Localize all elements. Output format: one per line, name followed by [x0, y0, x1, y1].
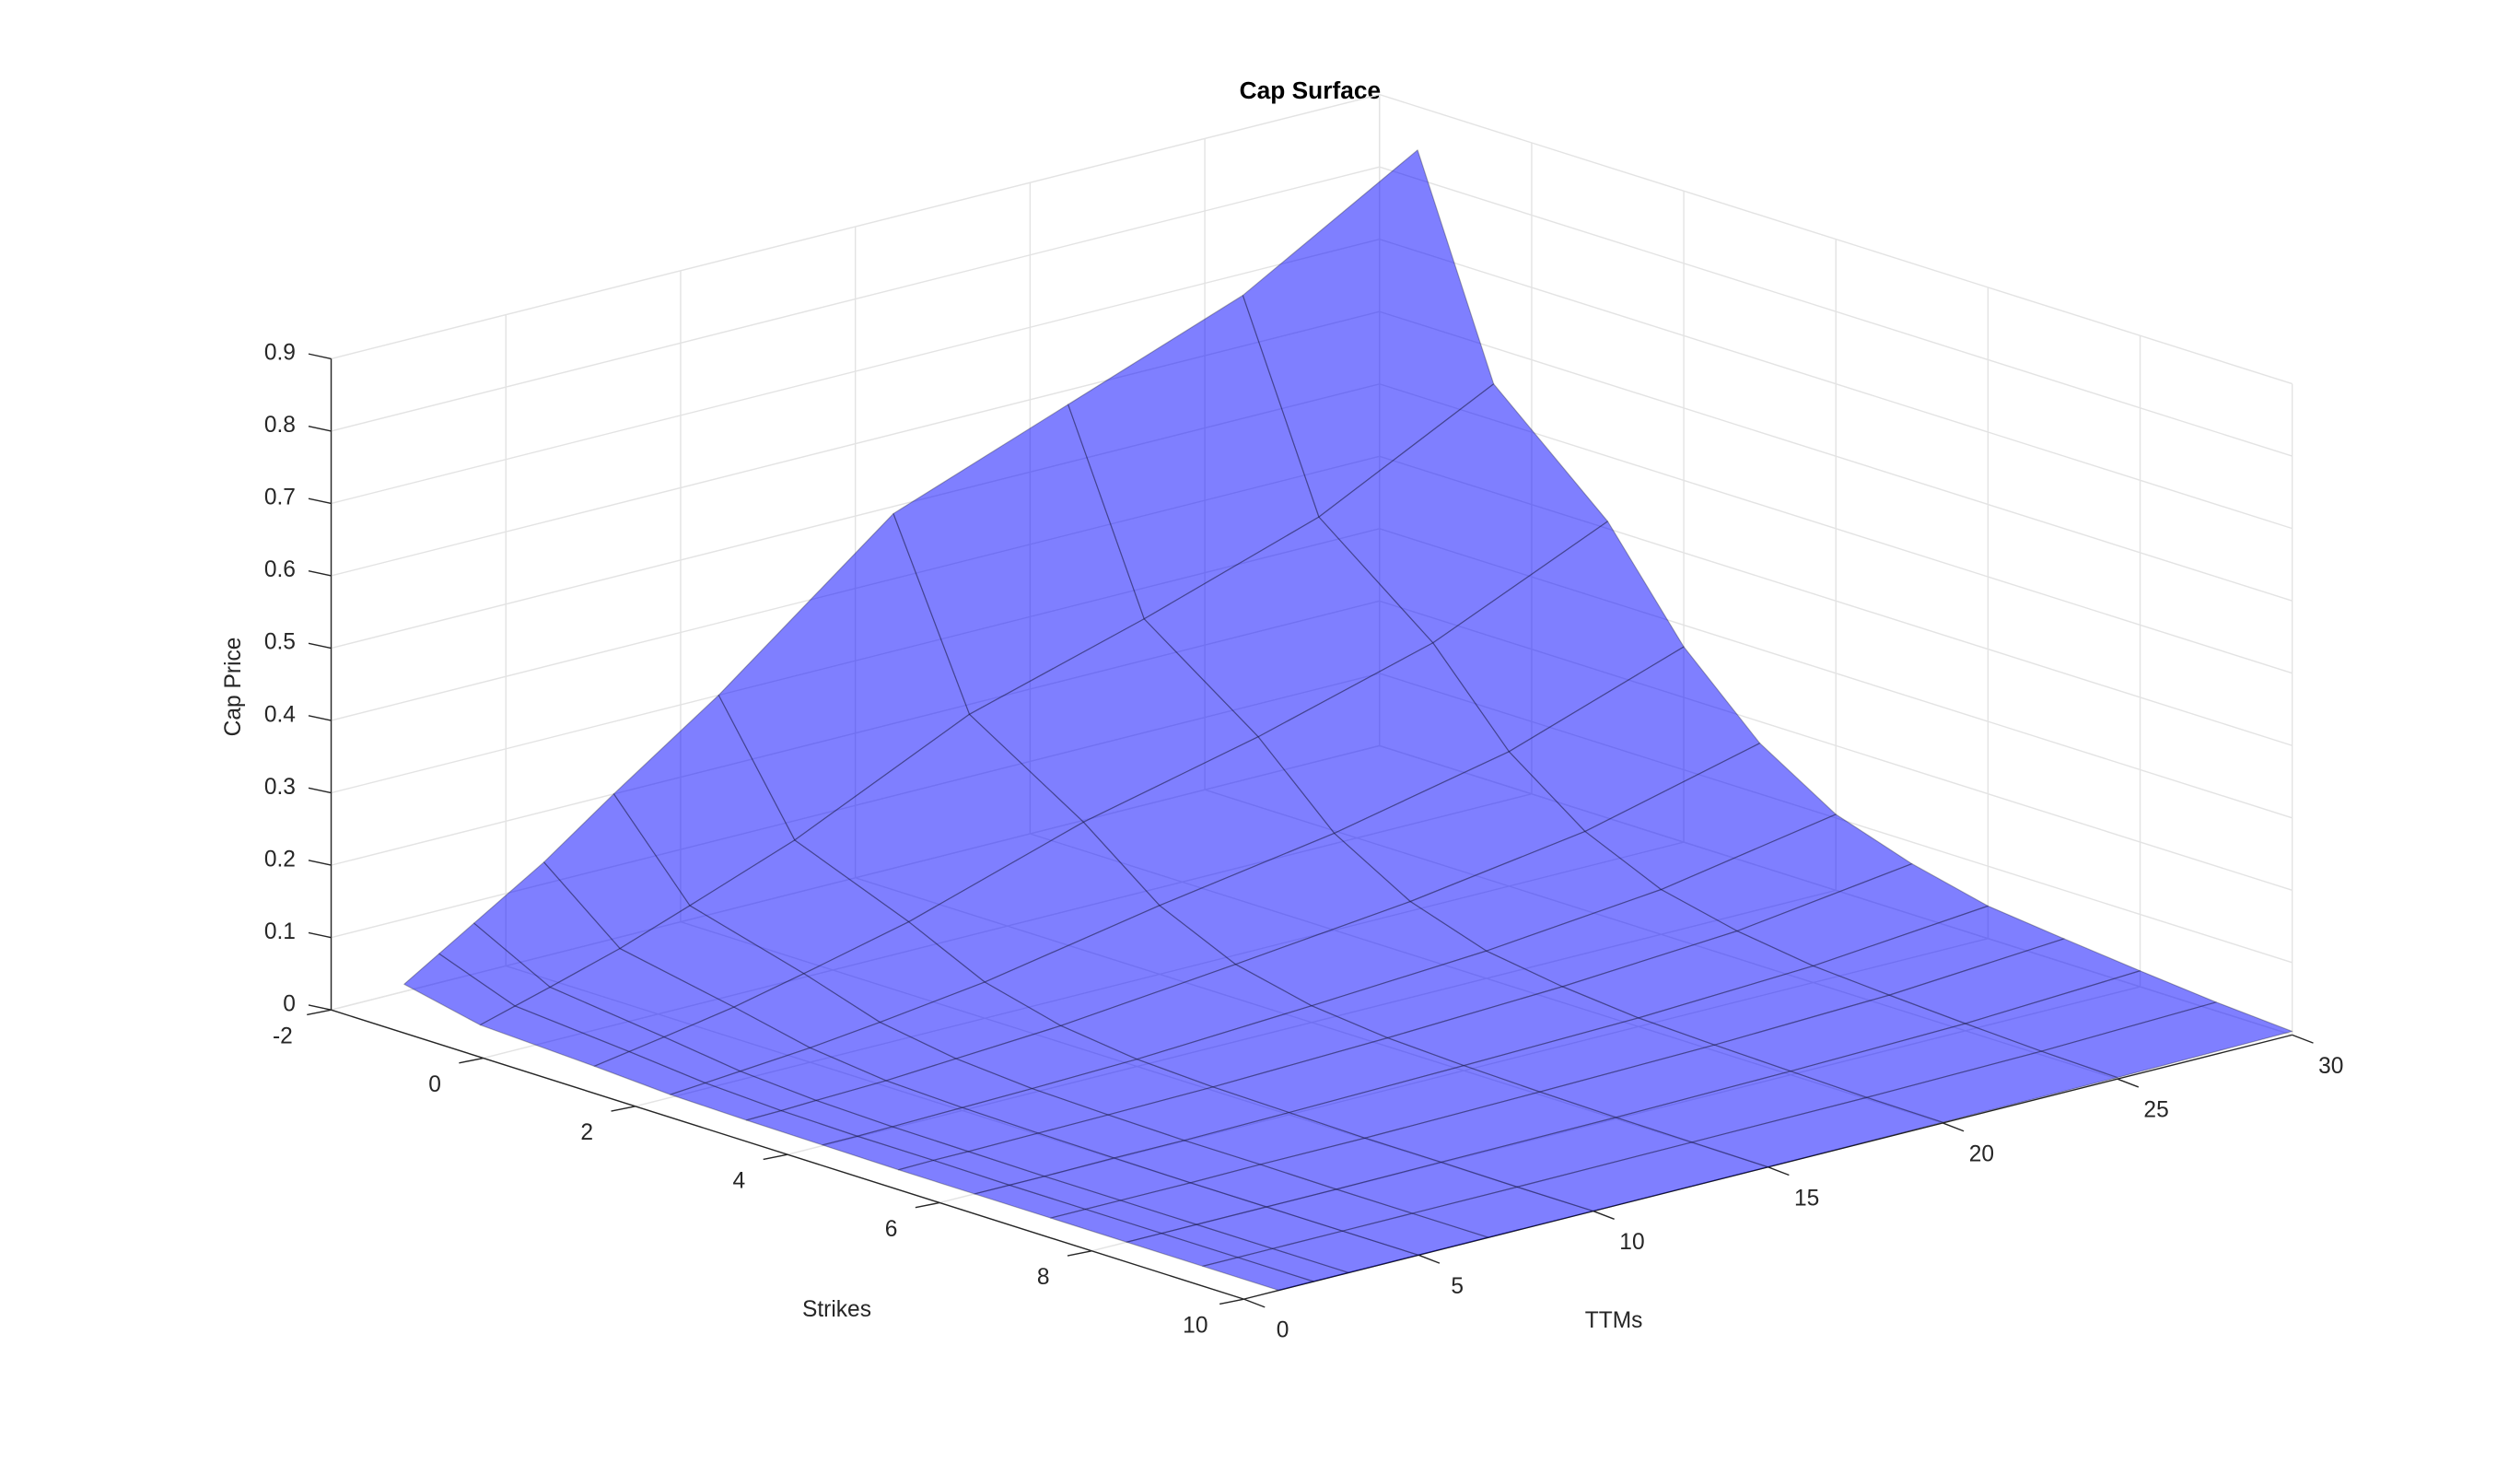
x-tick-label: 0 [428, 1072, 441, 1097]
tick-mark [763, 1153, 788, 1161]
y-tick-label: 5 [1451, 1274, 1464, 1299]
tick-mark [1219, 1298, 1244, 1305]
y-tick-label: 20 [1969, 1142, 1994, 1167]
z-tick-label: 0.9 [264, 341, 296, 366]
tick-mark [308, 1004, 332, 1011]
tick-mark [1592, 1210, 1615, 1220]
tick-mark [915, 1201, 940, 1209]
tick-mark [308, 497, 332, 505]
z-tick-label: 0.6 [264, 557, 296, 582]
z-tick-label: 0.4 [264, 702, 296, 727]
z-axis-label: Cap Price [221, 638, 246, 737]
tick-mark [308, 715, 332, 721]
z-tick-label: 0.5 [264, 630, 296, 655]
z-tick-label: 0.7 [264, 486, 296, 510]
tick-mark [611, 1106, 636, 1112]
z-tick-label: 0 [283, 991, 296, 1016]
tick-mark [459, 1057, 484, 1064]
tick-mark [1942, 1122, 1965, 1132]
x-tick-label: 6 [885, 1217, 898, 1242]
y-tick-label: 0 [1277, 1318, 1289, 1343]
tick-mark [1768, 1166, 1790, 1176]
y-tick-label: 25 [2143, 1098, 2168, 1123]
z-tick-label: 0.2 [264, 847, 296, 872]
tick-mark [308, 570, 332, 577]
x-axis-label: Strikes [802, 1297, 871, 1322]
tick-mark [1243, 1298, 1266, 1308]
y-tick-label: 30 [2318, 1054, 2343, 1079]
surface-face [2040, 1001, 2293, 1079]
chart-title: Cap Surface [1240, 76, 1381, 104]
tick-mark [2117, 1078, 2140, 1088]
z-tick-label: 0.8 [264, 413, 296, 438]
tick-mark [307, 1009, 332, 1016]
x-tick-label: 4 [733, 1168, 746, 1193]
x-tick-label: 10 [1183, 1313, 1208, 1338]
tick-mark [308, 787, 332, 794]
y-tick-label: 15 [1794, 1186, 1819, 1211]
x-tick-label: 2 [580, 1120, 593, 1145]
tick-mark [308, 931, 332, 939]
y-tick-label: 10 [1619, 1230, 1644, 1255]
tick-mark [308, 860, 332, 866]
z-tick-label: 0.1 [264, 919, 296, 944]
y-axis-label: TTMs [1585, 1308, 1643, 1333]
tick-mark [308, 642, 332, 650]
tick-mark [2292, 1034, 2314, 1044]
x-tick-label: 8 [1037, 1265, 1050, 1290]
tick-mark [308, 425, 332, 432]
tick-mark [1418, 1254, 1441, 1264]
tick-mark [1067, 1250, 1092, 1257]
z-tick-label: 0.3 [264, 775, 296, 800]
x-tick-label: -2 [273, 1024, 293, 1048]
tick-mark [308, 353, 332, 360]
